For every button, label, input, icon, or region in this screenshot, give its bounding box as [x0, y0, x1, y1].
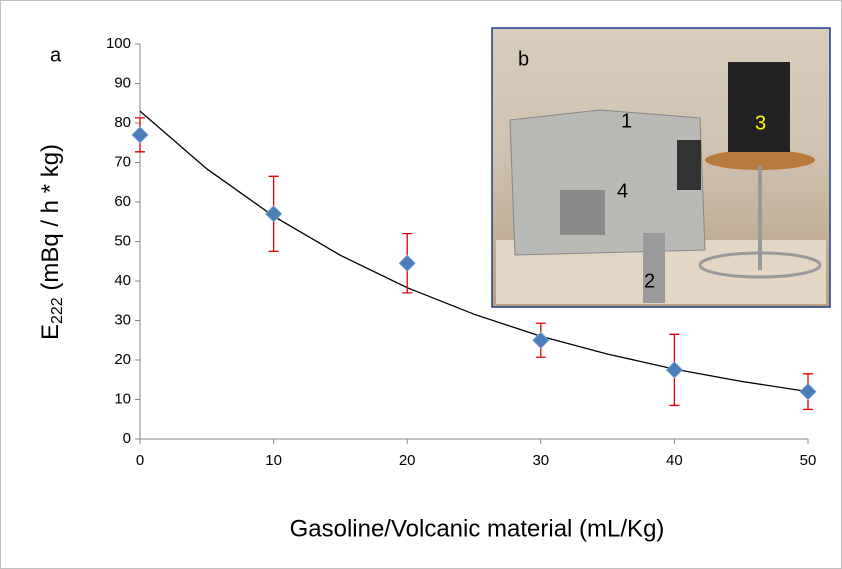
- y-tick-label: 0: [123, 430, 131, 447]
- data-point: [532, 331, 550, 349]
- x-axis-label: Gasoline/Volcanic material (mL/Kg): [290, 515, 665, 542]
- item-label: 1: [621, 110, 632, 132]
- y-label-sub: 222: [49, 297, 66, 324]
- y-axis-label: E222 (mBq / h * kg): [37, 144, 66, 340]
- item-label: 3: [755, 112, 766, 134]
- detector: [728, 62, 790, 152]
- x-tick-label: 20: [399, 452, 416, 469]
- vent: [560, 190, 605, 235]
- y-label-rest: (mBq / h * kg): [37, 144, 64, 297]
- stool: [705, 150, 815, 170]
- bath: [509, 109, 706, 256]
- y-tick-label: 50: [114, 232, 131, 249]
- x-tick-label: 0: [136, 452, 144, 469]
- y-tick-label: 40: [114, 272, 131, 289]
- y-tick-label: 100: [106, 35, 131, 52]
- data-point: [131, 126, 149, 144]
- x-tick-label: 50: [800, 452, 817, 469]
- sample-tube: [643, 233, 665, 303]
- stool-ring: [698, 251, 822, 279]
- x-tick-label: 30: [532, 452, 549, 469]
- data-point: [265, 205, 283, 223]
- y-tick-label: 30: [114, 311, 131, 328]
- data-point: [799, 383, 817, 401]
- fit-curve: [139, 110, 809, 393]
- y-tick-label: 10: [114, 390, 131, 407]
- y-tick-label: 60: [114, 193, 131, 210]
- data-point: [398, 254, 416, 272]
- y-tick-label: 20: [114, 351, 131, 368]
- panel-label: a: [50, 44, 62, 66]
- y-label-main: E: [37, 324, 64, 340]
- y-tick-label: 90: [114, 74, 131, 91]
- item-label: 2: [644, 270, 655, 292]
- data-point: [665, 361, 683, 379]
- inset-label: b: [518, 48, 529, 70]
- panel: [677, 140, 701, 190]
- item-label: 4: [617, 180, 628, 202]
- x-tick-label: 40: [666, 452, 683, 469]
- y-tick-label: 80: [114, 114, 131, 131]
- x-tick-label: 10: [265, 452, 282, 469]
- inset-photo: b 1 2 3 4: [491, 27, 831, 308]
- y-tick-label: 70: [114, 153, 131, 170]
